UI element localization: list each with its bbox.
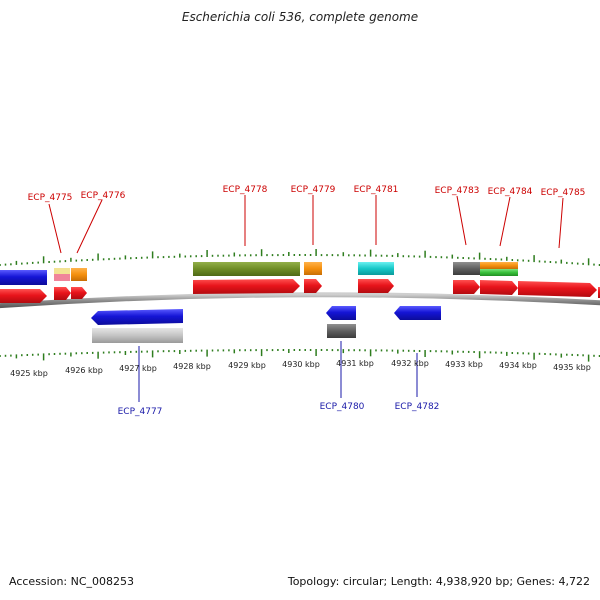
kbp-label: 4934 kbp xyxy=(499,361,537,370)
cds-arrow[interactable] xyxy=(71,287,87,299)
cds-arrow[interactable] xyxy=(304,279,322,293)
cog-feature-lightgray[interactable] xyxy=(92,328,183,343)
gene-label[interactable]: ECP_4785 xyxy=(541,188,586,198)
cog-feature-orange[interactable] xyxy=(71,268,87,281)
cds-arrow[interactable] xyxy=(193,279,300,294)
genome-title: Escherichia coli 536, complete genome xyxy=(181,10,419,24)
cds-arrow[interactable] xyxy=(54,287,71,300)
cog-feature-orange[interactable] xyxy=(480,262,518,269)
inner-tick-row xyxy=(0,349,600,362)
kbp-label: 4929 kbp xyxy=(228,361,266,370)
gene-label[interactable]: ECP_4777 xyxy=(118,407,163,417)
kbp-label: 4930 kbp xyxy=(282,360,320,369)
gene-label[interactable]: ECP_4780 xyxy=(320,402,365,412)
forward-cog-track xyxy=(0,262,518,285)
cog-feature-cyan[interactable] xyxy=(358,262,394,275)
cog-feature-yellow[interactable] xyxy=(54,268,70,274)
kbp-label: 4933 kbp xyxy=(445,360,483,369)
kbp-label: 4931 kbp xyxy=(336,359,374,368)
bottom-gene-labels: ECP_4777 ECP_4780 ECP_4782 xyxy=(118,341,440,417)
cog-feature-lime[interactable] xyxy=(480,269,518,276)
gene-label[interactable]: ECP_4783 xyxy=(435,186,480,196)
cog-feature-gray[interactable] xyxy=(453,262,480,275)
cog-feature-blue[interactable] xyxy=(0,270,47,285)
gene-label[interactable]: ECP_4779 xyxy=(291,185,336,195)
kbp-label: 4927 kbp xyxy=(119,364,157,373)
kbp-label: 4925 kbp xyxy=(10,369,48,378)
cds-arrow[interactable] xyxy=(453,280,480,294)
gene-label[interactable]: ECP_4782 xyxy=(395,402,440,412)
cog-feature-pink[interactable] xyxy=(54,274,70,281)
reverse-cds-arrow[interactable] xyxy=(91,309,183,325)
gene-label[interactable]: ECP_4778 xyxy=(223,185,268,195)
reverse-cds-arrow[interactable] xyxy=(326,306,356,320)
cog-feature-green[interactable] xyxy=(193,262,300,276)
genome-summary-text: Topology: circular; Length: 4,938,920 bp… xyxy=(287,575,590,588)
outer-tick-row xyxy=(0,249,600,266)
kbp-label: 4928 kbp xyxy=(173,362,211,371)
cds-arrow[interactable] xyxy=(480,280,518,295)
forward-cds-track xyxy=(0,279,600,303)
reverse-cds-arrow[interactable] xyxy=(394,306,441,320)
gene-label[interactable]: ECP_4776 xyxy=(81,191,126,201)
reverse-cog-track xyxy=(92,324,356,343)
top-gene-labels: ECP_4775 ECP_4776 ECP_4778 ECP_4779 ECP_… xyxy=(28,185,586,254)
accession-text: Accession: NC_008253 xyxy=(9,575,135,588)
kbp-label: 4932 kbp xyxy=(391,359,429,368)
cog-feature-orange[interactable] xyxy=(304,262,322,275)
cds-arrow[interactable] xyxy=(0,289,47,303)
gene-label[interactable]: ECP_4781 xyxy=(354,185,399,195)
kbp-label: 4926 kbp xyxy=(65,366,103,375)
genome-backbone xyxy=(0,292,600,309)
reverse-cds-track xyxy=(91,306,441,325)
cds-block[interactable] xyxy=(598,287,600,298)
gene-label[interactable]: ECP_4775 xyxy=(28,193,73,203)
kbp-label: 4935 kbp xyxy=(553,363,591,372)
cds-arrow[interactable] xyxy=(518,281,597,297)
gene-label[interactable]: ECP_4784 xyxy=(488,187,533,197)
cds-arrow[interactable] xyxy=(358,279,394,293)
cog-feature-gray[interactable] xyxy=(327,324,356,338)
kbp-scale: 4925 kbp 4926 kbp 4927 kbp 4928 kbp 4929… xyxy=(10,359,591,378)
